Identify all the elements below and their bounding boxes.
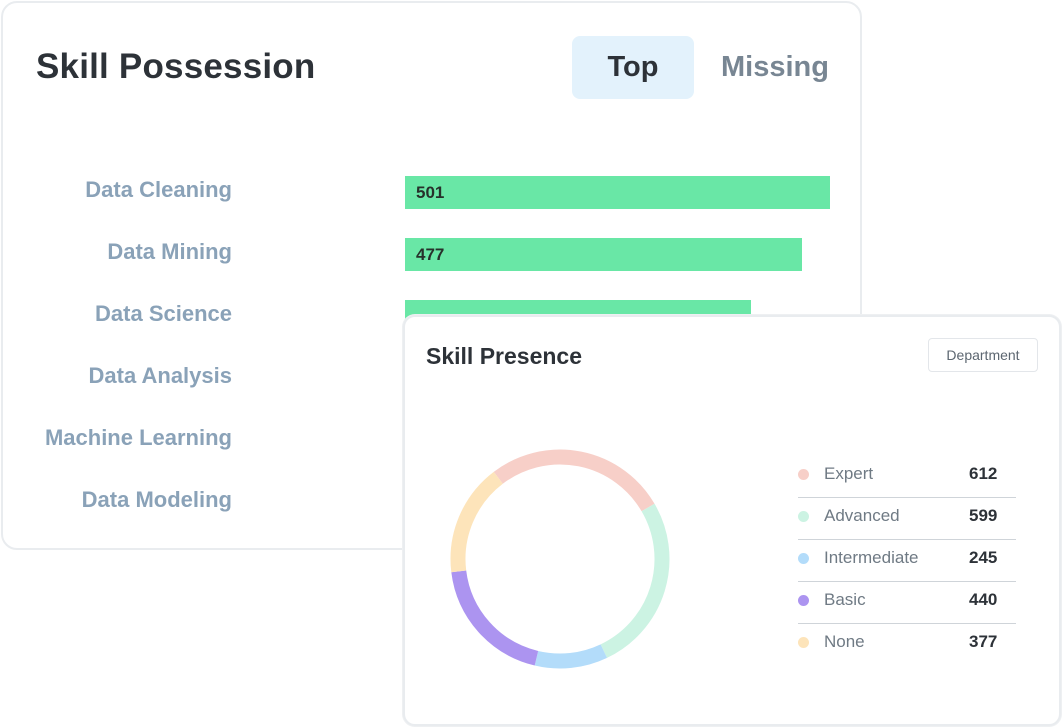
skill-possession-title: Skill Possession [36, 47, 316, 86]
skill-bar: 501 [405, 176, 830, 209]
legend-item-intermediate: Intermediate 245 [798, 539, 1016, 582]
donut-slice-none [450, 471, 503, 573]
legend-label: Expert [824, 464, 874, 483]
legend-label: Intermediate [824, 548, 919, 567]
legend-item-basic: Basic 440 [798, 581, 1016, 624]
tab-missing[interactable]: Missing [721, 51, 829, 83]
legend-item-expert: Expert 612 [798, 455, 1016, 498]
department-filter-button[interactable]: Department [928, 338, 1038, 372]
skill-bar-value: 501 [416, 183, 445, 202]
legend-item-advanced: Advanced 599 [798, 497, 1016, 540]
skill-bar-value: 477 [416, 245, 445, 264]
legend-label: Advanced [824, 506, 900, 525]
donut-slice-intermediate [534, 644, 608, 669]
legend-value: 245 [969, 548, 998, 567]
donut-slice-expert [493, 449, 655, 512]
skill-presence-title: Skill Presence [426, 343, 582, 369]
skill-presence-donut-chart [450, 449, 670, 669]
donut-slice-advanced [600, 503, 670, 658]
legend-dot [798, 553, 809, 564]
legend-value: 612 [969, 464, 998, 483]
donut-slice-basic [451, 570, 539, 666]
legend-label: Basic [824, 590, 866, 609]
legend-dot [798, 595, 809, 606]
skill-label: Machine Learning [44, 425, 232, 450]
skill-label: Data Modeling [81, 487, 232, 512]
legend-dot [798, 511, 809, 522]
tab-top[interactable]: Top [572, 36, 694, 99]
skill-bar: 477 [405, 238, 802, 271]
legend-value: 377 [969, 632, 998, 651]
legend-item-none: None 377 [798, 623, 1016, 665]
skill-label: Data Analysis [88, 363, 232, 388]
skill-label: Data Mining [107, 239, 232, 264]
skill-label: Data Science [95, 301, 232, 326]
legend-value: 599 [969, 506, 998, 525]
legend-dot [798, 637, 809, 648]
skill-presence-card: Skill Presence Department Expert 612 Advan… [403, 315, 1061, 726]
legend-value: 440 [969, 590, 998, 609]
skill-label: Data Cleaning [85, 177, 232, 202]
legend-dot [798, 469, 809, 480]
legend-label: None [824, 632, 865, 651]
